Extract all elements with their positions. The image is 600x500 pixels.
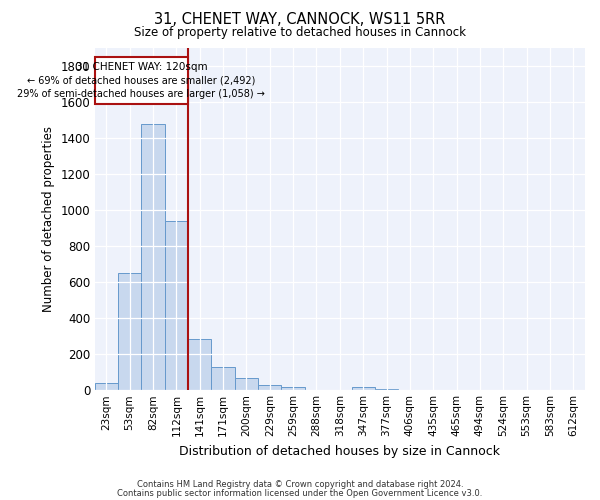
FancyBboxPatch shape [95, 56, 188, 104]
Bar [235, 378, 258, 390]
Text: 31 CHENET WAY: 120sqm: 31 CHENET WAY: 120sqm [76, 62, 207, 72]
Text: Contains public sector information licensed under the Open Government Licence v3: Contains public sector information licen… [118, 488, 482, 498]
Bar [281, 387, 305, 390]
Bar [352, 387, 375, 390]
Bar [165, 222, 188, 390]
Bar [258, 386, 281, 390]
Text: Contains HM Land Registry data © Crown copyright and database right 2024.: Contains HM Land Registry data © Crown c… [137, 480, 463, 489]
Text: 29% of semi-detached houses are larger (1,058) →: 29% of semi-detached houses are larger (… [17, 89, 265, 99]
Text: Size of property relative to detached houses in Cannock: Size of property relative to detached ho… [134, 26, 466, 39]
Bar [118, 272, 142, 390]
X-axis label: Distribution of detached houses by size in Cannock: Distribution of detached houses by size … [179, 444, 500, 458]
Bar [188, 340, 211, 390]
Bar [95, 383, 118, 390]
Bar [375, 389, 398, 390]
Text: 31, CHENET WAY, CANNOCK, WS11 5RR: 31, CHENET WAY, CANNOCK, WS11 5RR [154, 12, 446, 28]
Bar [211, 368, 235, 390]
Bar [142, 124, 165, 390]
Y-axis label: Number of detached properties: Number of detached properties [42, 126, 55, 312]
Text: ← 69% of detached houses are smaller (2,492): ← 69% of detached houses are smaller (2,… [27, 76, 256, 86]
